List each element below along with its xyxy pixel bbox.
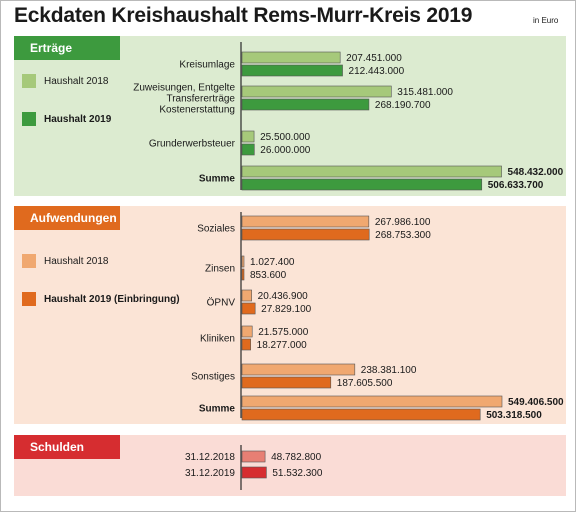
- value-label: 503.318.500: [486, 410, 542, 421]
- value-label: 549.406.500: [508, 397, 564, 408]
- legend-item: Haushalt 2019 (Einbringung): [22, 292, 180, 306]
- value-label: 207.451.000: [346, 53, 402, 64]
- bar-summe-1: [241, 178, 483, 191]
- bar-öpnv-0: [241, 289, 252, 302]
- value-label: 51.532.300: [272, 468, 322, 479]
- value-label: 268.753.300: [375, 230, 431, 241]
- section-header: Schulden: [14, 435, 120, 459]
- bar-zinsen-1: [241, 268, 245, 281]
- category-label: Summe: [199, 404, 236, 415]
- bar-kliniken-1: [241, 338, 251, 351]
- legend-swatch: [22, 112, 36, 126]
- bar-zinsen-0: [241, 255, 245, 268]
- value-label: 853.600: [250, 270, 287, 281]
- bar-grunderwerbsteuer-0: [241, 130, 255, 143]
- legend-label: Haushalt 2018: [44, 255, 109, 267]
- bar-31-12-2019-0: [241, 466, 267, 479]
- legend-item: Haushalt 2018: [22, 254, 109, 268]
- page-title: Eckdaten Kreishaushalt Rems-Murr-Kreis 2…: [14, 4, 473, 27]
- category-label: 31.12.2019: [185, 468, 235, 479]
- category-label: Summe: [199, 174, 236, 185]
- value-label: 212.443.000: [349, 66, 405, 77]
- bar-grunderwerbsteuer-1: [241, 143, 255, 156]
- bar-31-12-2018-0: [241, 450, 266, 463]
- legend-item: Haushalt 2019: [22, 112, 111, 126]
- unit-label: in Euro: [533, 16, 559, 25]
- category-label: Zinsen: [205, 264, 235, 275]
- schulden-panel: Schulden 31.12.2018 48.782.800 31.12.2019 51…: [14, 435, 566, 496]
- value-label: 20.436.900: [258, 291, 308, 302]
- bar-chart: Soziales 267.986.100 268.753.300 Zinsen 1.02…: [191, 212, 564, 421]
- ertraege-panel: Erträge Haushalt 2018 Haushalt 2019 Kreisum…: [14, 36, 566, 196]
- bar-zuweisungen-entgelte-1: [241, 98, 370, 111]
- value-label: 48.782.800: [271, 452, 321, 463]
- legend-swatch: [22, 74, 36, 88]
- legend-label: Haushalt 2018: [44, 75, 109, 87]
- category-label: ÖPNV: [207, 297, 236, 309]
- legend-swatch: [22, 292, 36, 306]
- legend-item: Haushalt 2018: [22, 74, 109, 88]
- category-label: Sonstiges: [191, 372, 235, 383]
- value-label: 238.381.100: [361, 365, 417, 376]
- bar-chart: 31.12.2018 48.782.800 31.12.2019 51.532.300: [185, 445, 323, 490]
- value-label: 506.633.700: [488, 180, 544, 191]
- value-label: 18.277.000: [257, 340, 307, 351]
- value-label: 268.190.700: [375, 100, 431, 111]
- value-label: 548.432.000: [508, 167, 564, 178]
- value-label: 187.605.500: [337, 378, 393, 389]
- bar-summe-0: [241, 165, 502, 178]
- category-label: 31.12.2018: [185, 452, 235, 463]
- bar-summe-1: [241, 408, 481, 421]
- bar-sonstiges-1: [241, 376, 332, 389]
- bar-kreisumlage-0: [241, 51, 341, 64]
- category-label: Kostenerstattung: [159, 105, 235, 116]
- value-label: 21.575.000: [258, 327, 308, 338]
- bar-kliniken-0: [241, 325, 253, 338]
- category-label: Soziales: [197, 224, 235, 235]
- value-label: 27.829.100: [261, 304, 311, 315]
- legend-label: Haushalt 2019: [44, 113, 112, 125]
- aufwendungen-panel: Aufwendungen Haushalt 2018 Haushalt 2019 (…: [14, 206, 566, 424]
- category-label: Grunderwerbsteuer: [149, 139, 236, 150]
- section-header: Aufwendungen: [14, 206, 120, 230]
- bar-zuweisungen-entgelte-0: [241, 85, 392, 98]
- bar-öpnv-1: [241, 302, 256, 315]
- bar-chart: Kreisumlage 207.451.000 212.443.000 Zuweisu…: [133, 42, 564, 191]
- bar-sonstiges-0: [241, 363, 356, 376]
- value-label: 1.027.400: [250, 257, 295, 268]
- legend-label: Haushalt 2019 (Einbringung): [44, 293, 180, 305]
- category-label: Zuweisungen, Entgelte: [133, 83, 235, 94]
- bar-kreisumlage-1: [241, 64, 343, 77]
- section-header: Erträge: [14, 36, 120, 60]
- value-label: 25.500.000: [260, 132, 310, 143]
- value-label: 26.000.000: [260, 145, 310, 156]
- category-label: Kliniken: [200, 334, 235, 345]
- legend-swatch: [22, 254, 36, 268]
- bar-soziales-0: [241, 215, 370, 228]
- bar-soziales-1: [241, 228, 370, 241]
- value-label: 315.481.000: [397, 87, 453, 98]
- category-label: Transfererträge: [166, 94, 235, 105]
- value-label: 267.986.100: [375, 217, 431, 228]
- category-label: Kreisumlage: [179, 60, 235, 71]
- bar-summe-0: [241, 395, 503, 408]
